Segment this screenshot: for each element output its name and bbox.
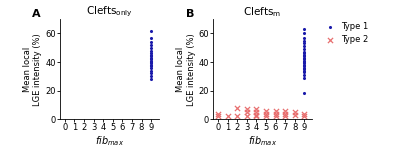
Type 1 [301, 42, 308, 45]
Type 1 [301, 56, 308, 59]
Type 1 [148, 59, 154, 62]
Type 1 [148, 62, 154, 65]
Type 2 [244, 115, 250, 118]
Type 1 [301, 51, 308, 53]
Type 1 [301, 66, 308, 69]
Type 1 [148, 36, 154, 39]
Type 2 [282, 112, 288, 115]
Type 2 [301, 112, 308, 115]
Type 1 [301, 58, 308, 60]
Type 2 [272, 115, 279, 118]
Type 1 [301, 39, 308, 42]
Title: Clefts$_\mathrm{only}$: Clefts$_\mathrm{only}$ [86, 5, 133, 19]
Type 1 [301, 71, 308, 73]
Type 1 [148, 56, 154, 59]
Type 1 [301, 62, 308, 65]
Type 2 [253, 111, 260, 113]
Type 1 [148, 65, 154, 68]
Type 1 [148, 61, 154, 63]
Type 1 [148, 69, 154, 72]
Title: Clefts$_\mathrm{m}$: Clefts$_\mathrm{m}$ [244, 5, 282, 19]
Type 2 [263, 115, 269, 118]
Type 2 [282, 109, 288, 112]
Type 1 [148, 78, 154, 80]
Type 1 [301, 45, 308, 48]
X-axis label: $\mathit{fib}_{\mathit{max}}$: $\mathit{fib}_{\mathit{max}}$ [95, 134, 124, 148]
Type 1 [148, 49, 154, 52]
Type 1 [148, 41, 154, 43]
Type 1 [301, 28, 308, 30]
Type 1 [301, 52, 308, 55]
Type 2 [253, 114, 260, 116]
Type 2 [234, 107, 240, 109]
Text: A: A [32, 9, 41, 19]
Type 1 [148, 46, 154, 49]
Type 1 [301, 65, 308, 68]
Type 1 [301, 55, 308, 58]
Type 1 [148, 58, 154, 60]
Type 1 [301, 54, 308, 56]
Type 1 [148, 52, 154, 55]
Type 2 [244, 108, 250, 111]
Type 2 [253, 108, 260, 111]
Type 2 [263, 112, 269, 115]
Legend: Type 1, Type 2: Type 1, Type 2 [321, 21, 369, 45]
Type 2 [215, 112, 221, 115]
Type 1 [301, 92, 308, 95]
Type 1 [148, 75, 154, 78]
Type 1 [301, 64, 308, 66]
Type 2 [282, 115, 288, 118]
Type 1 [148, 72, 154, 75]
Y-axis label: Mean local
LGE intensity (%): Mean local LGE intensity (%) [23, 33, 42, 106]
Type 2 [272, 109, 279, 112]
Type 1 [148, 64, 154, 66]
Type 1 [148, 55, 154, 58]
Type 1 [148, 66, 154, 69]
Type 1 [301, 68, 308, 70]
Type 2 [263, 109, 269, 112]
Type 1 [148, 44, 154, 46]
Type 2 [224, 115, 231, 118]
Type 1 [148, 29, 154, 32]
Type 2 [292, 111, 298, 113]
Type 2 [292, 114, 298, 116]
Type 1 [301, 61, 308, 63]
X-axis label: $\mathit{fib}_{\mathit{max}}$: $\mathit{fib}_{\mathit{max}}$ [248, 134, 277, 148]
Type 1 [301, 74, 308, 76]
Type 2 [301, 115, 308, 118]
Text: B: B [186, 9, 194, 19]
Type 2 [253, 115, 260, 118]
Type 2 [234, 115, 240, 118]
Y-axis label: Mean local
LGE intensity (%): Mean local LGE intensity (%) [176, 33, 196, 106]
Type 1 [301, 48, 308, 50]
Type 1 [301, 76, 308, 79]
Type 1 [301, 59, 308, 62]
Type 1 [148, 54, 154, 56]
Type 2 [215, 115, 221, 118]
Type 1 [301, 32, 308, 35]
Type 2 [244, 111, 250, 113]
Type 1 [301, 69, 308, 72]
Type 1 [301, 36, 308, 39]
Type 2 [272, 112, 279, 115]
